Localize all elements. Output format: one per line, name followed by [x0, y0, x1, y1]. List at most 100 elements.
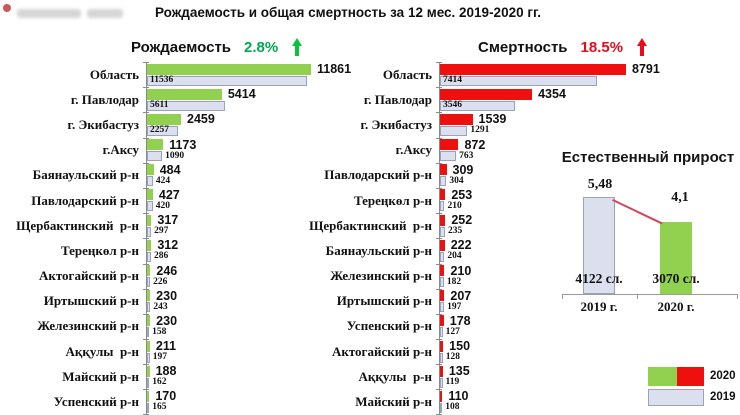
category-label: Майский р-н — [62, 368, 139, 384]
value-2020: 252 — [451, 213, 473, 228]
chart-row: г.Аксу 1173 1090 — [0, 137, 350, 163]
value-2019: 127 — [445, 326, 460, 337]
value-2019: 7414 — [443, 75, 462, 85]
value-2019: 158 — [152, 326, 167, 337]
watermark-blurred-text — [17, 9, 81, 18]
category-label: Железинский р-н — [37, 318, 139, 334]
value-2019: 11536 — [150, 75, 174, 85]
value-2019: 197 — [447, 301, 462, 312]
axis-tick — [637, 294, 638, 299]
value-2019: 1291 — [470, 125, 490, 136]
value-2020: 150 — [449, 339, 471, 354]
category-label: Щербактинский р-н — [16, 217, 139, 233]
value-2019: 243 — [153, 301, 168, 312]
bar-2020 — [440, 290, 445, 302]
bar-2020 — [147, 265, 151, 276]
value-2020: 8791 — [632, 62, 660, 76]
category-label: Щербактинский р-н — [309, 217, 432, 233]
chart-row: Успенский р-н 178 127 — [300, 313, 740, 339]
broadcaster-watermark — [3, 4, 123, 18]
watermark-blurred-text — [87, 9, 123, 18]
bar-2020 — [440, 265, 445, 276]
bar-2019 — [440, 402, 443, 413]
value-2019: 5611 — [150, 100, 169, 111]
value-2020: 188 — [155, 364, 177, 379]
record-dot-icon — [3, 4, 11, 12]
chart-row: Щербактинский р-н 252 235 — [300, 213, 740, 238]
category-label: Аққулы р-н — [358, 368, 432, 384]
bar-2020 — [147, 189, 153, 201]
category-label: Тереңкөл р-н — [60, 242, 139, 258]
births-chart-header: Рождаемость 2.8% — [131, 38, 303, 56]
chart-row: Актогайский р-н 150 128 — [300, 339, 740, 364]
value-2020: 230 — [156, 288, 178, 303]
category-label: г. Павлодар — [363, 91, 432, 107]
rate-2020: 4,1 — [671, 190, 689, 205]
bar-2019 — [147, 402, 150, 413]
category-label: г. Павлодар — [70, 91, 139, 107]
bar-2020 — [440, 164, 447, 176]
chart-row: Щербактинский р-н 317 297 — [0, 213, 350, 238]
bar-2019 — [440, 352, 443, 363]
bar-2019 — [147, 125, 179, 136]
value-2019: 297 — [154, 226, 169, 237]
page-title: Рождаемость и общая смертность за 12 мес… — [154, 5, 541, 20]
bar-2020 — [147, 340, 150, 352]
category-label: Область — [382, 66, 432, 82]
chart-row: Майский р-н 188 162 — [0, 364, 350, 389]
value-2020: 2459 — [187, 112, 215, 127]
value-2019: 182 — [446, 276, 462, 287]
category-label: г.Аксу — [102, 142, 139, 158]
chart-row: Баянаульский р-н 222 204 — [300, 238, 740, 263]
chart-row: Аққулы р-н 135 119 — [300, 364, 740, 389]
bar-2020 — [440, 189, 446, 201]
chart-row: Аққулы р-н 211 197 — [0, 339, 350, 364]
bar-2019 — [147, 277, 151, 287]
bar-2020 — [147, 63, 311, 75]
chart-row: г. Экибастуз 2459 2257 — [0, 112, 350, 137]
bar-2019 — [440, 251, 445, 262]
value-2020: 317 — [157, 213, 179, 228]
value-2019: 165 — [152, 402, 167, 413]
category-label: Павлодарский р-н — [31, 192, 139, 208]
chart-row: Успенский р-н 170 165 — [0, 389, 350, 414]
value-2019: 1090 — [165, 150, 185, 161]
up-arrow-icon — [291, 38, 303, 56]
bar-2019 — [440, 176, 447, 187]
bar-2020 — [147, 390, 150, 402]
bar-2020 — [147, 164, 154, 176]
bar-2019 — [440, 201, 445, 212]
value-2020: 211 — [155, 339, 177, 354]
value-2020: 11861 — [317, 62, 352, 76]
bar-2020 — [440, 340, 444, 352]
bar-2020 — [147, 113, 181, 125]
bar-2019 — [440, 75, 597, 86]
bar-2019 — [440, 125, 468, 136]
bar-2019 — [147, 176, 153, 187]
bar-2020 — [147, 214, 152, 226]
chart-row: Тереңкөл р-н 253 210 — [300, 187, 740, 213]
chart-row: Тереңкөл р-н 312 286 — [0, 238, 350, 263]
bar-2019 — [147, 327, 150, 338]
value-2020: 170 — [155, 389, 177, 404]
bar-2019 — [440, 327, 443, 338]
category-label: Майский р-н — [355, 394, 432, 410]
bar-2020 — [147, 365, 150, 377]
value-2020: 309 — [452, 162, 474, 177]
year-label-2020: 2020 г. — [657, 299, 695, 314]
value-2019: 3546 — [443, 100, 462, 111]
chart-row: Иртышский р-н 207 197 — [300, 288, 740, 314]
value-2019: 424 — [155, 175, 171, 186]
bar-2019 — [147, 377, 150, 388]
value-2020: 5414 — [227, 87, 256, 102]
value-2019: 304 — [449, 175, 464, 186]
value-2020: 312 — [157, 238, 179, 253]
bar-2019 — [147, 226, 152, 237]
bar-2019 — [440, 151, 457, 162]
bar-2020 — [147, 315, 151, 327]
bar-2020 — [440, 315, 444, 327]
ni-bar-2020 — [660, 222, 692, 294]
births-bar-chart: Область 11861 11536 г. Павлодар 5414 5611 г. Э… — [0, 62, 352, 415]
value-2019: 162 — [152, 377, 167, 388]
value-2019: 210 — [447, 200, 462, 211]
